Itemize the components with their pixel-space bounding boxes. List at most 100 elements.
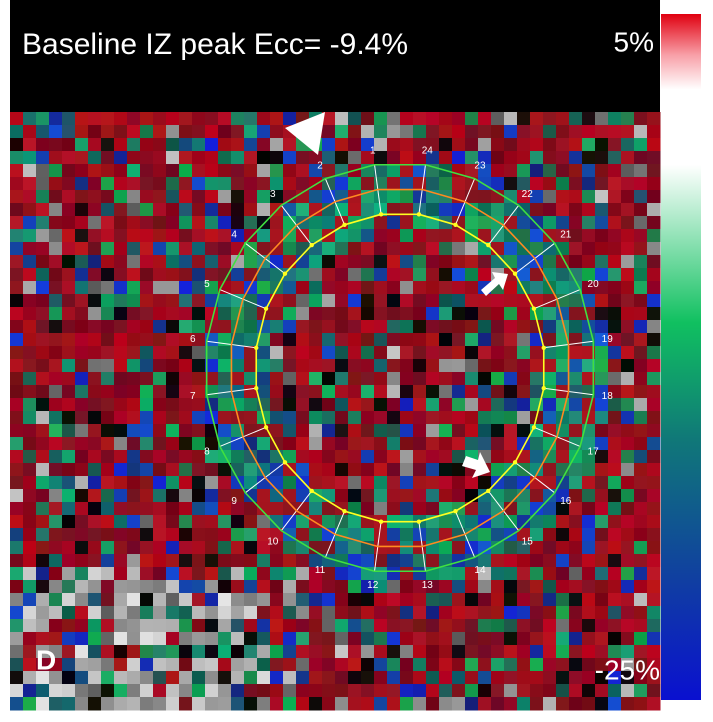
texture-cell [153, 606, 167, 620]
texture-cell [335, 580, 349, 594]
arrowhead-marker [285, 112, 325, 155]
texture-cell [569, 398, 583, 412]
texture-cell [23, 593, 37, 607]
texture-cell [127, 658, 141, 672]
texture-cell [101, 216, 115, 230]
texture-cell [114, 632, 128, 646]
segment-label: 22 [522, 189, 534, 200]
texture-cell [309, 593, 323, 607]
texture-cell [218, 476, 232, 490]
texture-cell [621, 554, 635, 568]
texture-cell [595, 476, 609, 490]
texture-cell [218, 216, 232, 230]
texture-cell [62, 502, 76, 516]
texture-cell [543, 580, 557, 594]
texture-cell [556, 502, 570, 516]
texture-cell [335, 242, 349, 256]
texture-cell [166, 372, 180, 386]
texture-cell [296, 606, 310, 620]
texture-cell [75, 645, 89, 659]
texture-cell [595, 307, 609, 321]
texture-cell [153, 320, 167, 334]
texture-cell [114, 242, 128, 256]
texture-cell [101, 346, 115, 360]
texture-cell [348, 450, 362, 464]
texture-cell [244, 476, 258, 490]
texture-cell [504, 424, 518, 438]
texture-cell [413, 164, 427, 178]
texture-cell [166, 307, 180, 321]
texture-cell [309, 450, 323, 464]
texture-cell [621, 125, 635, 139]
texture-cell [647, 294, 661, 308]
texture-cell [387, 125, 401, 139]
texture-cell [491, 333, 505, 347]
texture-cell [23, 125, 37, 139]
texture-cell [218, 658, 232, 672]
texture-cell [634, 658, 648, 672]
texture-cell [543, 164, 557, 178]
texture-cell [569, 567, 583, 581]
texture-cell [439, 177, 453, 191]
texture-cell [218, 554, 232, 568]
texture-cell [426, 307, 440, 321]
texture-cell [517, 645, 531, 659]
texture-cell [36, 307, 50, 321]
texture-cell [517, 671, 531, 685]
texture-cell [426, 411, 440, 425]
texture-cell [296, 411, 310, 425]
texture-cell [582, 359, 596, 373]
texture-cell [621, 307, 635, 321]
texture-cell [400, 359, 414, 373]
texture-cell [153, 476, 167, 490]
texture-cell [621, 372, 635, 386]
texture-cell [517, 697, 531, 711]
texture-cell [127, 112, 141, 126]
texture-cell [88, 645, 102, 659]
texture-cell [595, 125, 609, 139]
texture-cell [426, 554, 440, 568]
texture-cell [75, 606, 89, 620]
texture-cell [543, 177, 557, 191]
texture-cell [140, 320, 154, 334]
texture-cell [10, 359, 24, 373]
texture-cell [361, 372, 375, 386]
texture-cell [556, 138, 570, 152]
texture-cell [504, 450, 518, 464]
texture-cell [153, 450, 167, 464]
texture-cell [569, 307, 583, 321]
contour-node [282, 460, 288, 465]
texture-cell [101, 190, 115, 204]
texture-cell [426, 697, 440, 711]
texture-cell [387, 190, 401, 204]
texture-cell [88, 528, 102, 542]
texture-cell [166, 177, 180, 191]
texture-cell [647, 489, 661, 503]
texture-cell [166, 229, 180, 243]
texture-cell [543, 437, 557, 451]
texture-cell [153, 112, 167, 126]
texture-cell [127, 268, 141, 282]
texture-cell [296, 294, 310, 308]
texture-cell [621, 593, 635, 607]
texture-cell [101, 528, 115, 542]
texture-cell [296, 203, 310, 217]
texture-cell [231, 268, 245, 282]
texture-cell [218, 268, 232, 282]
texture-cell [530, 502, 544, 516]
texture-cell [231, 658, 245, 672]
texture-cell [582, 697, 596, 711]
texture-cell [595, 515, 609, 529]
texture-cell [309, 151, 323, 165]
texture-cell [23, 554, 37, 568]
texture-cell [75, 476, 89, 490]
texture-cell [504, 476, 518, 490]
contour-node [342, 509, 347, 514]
texture-cell [413, 138, 427, 152]
texture-cell [413, 476, 427, 490]
texture-cell [400, 138, 414, 152]
texture-cell [23, 255, 37, 269]
texture-cell [634, 216, 648, 230]
texture-cell [335, 151, 349, 165]
